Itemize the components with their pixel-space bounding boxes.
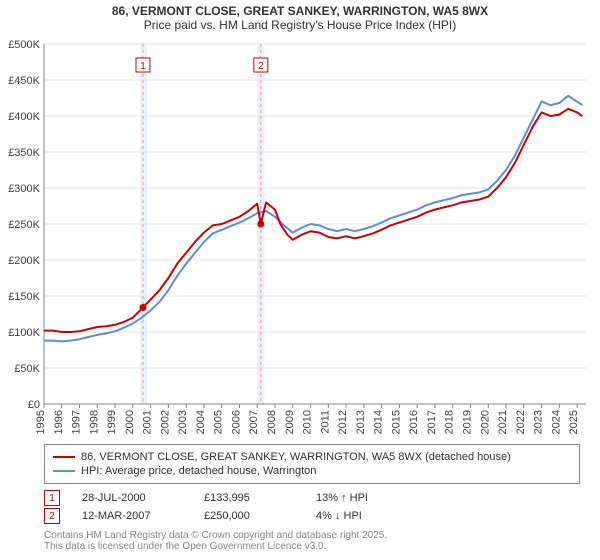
legend-item: 86, VERMONT CLOSE, GREAT SANKEY, WARRING…	[53, 451, 571, 463]
legend-swatch	[53, 456, 75, 458]
svg-text:2005: 2005	[213, 410, 225, 434]
svg-text:2015: 2015	[390, 410, 402, 434]
sales-table: 1 28-JUL-2000 £133,995 13% ↑ HPI 2 12-MAR-200…	[44, 490, 580, 524]
chart-svg: £0 £50K £100K £150K £200K £250K £300K £350K £400…	[0, 38, 600, 438]
legend-item: HPI: Average price, detached house, Warr…	[53, 465, 571, 477]
sale-row: 2 12-MAR-2007 £250,000 4% ↓ HPI	[44, 508, 580, 524]
svg-text:£400K: £400K	[8, 111, 40, 123]
svg-text:2021: 2021	[497, 410, 509, 434]
svg-text:£300K: £300K	[8, 183, 40, 195]
svg-text:2008: 2008	[266, 410, 278, 434]
footer-line1: Contains HM Land Registry data © Crown c…	[44, 530, 580, 541]
svg-text:2000: 2000	[124, 410, 136, 434]
sale-price: £133,995	[204, 492, 294, 504]
sale-marker-number: 2	[44, 508, 60, 524]
sale-date: 12-MAR-2007	[82, 510, 182, 522]
svg-text:2019: 2019	[461, 410, 473, 434]
legend-swatch	[53, 470, 75, 472]
svg-text:2013: 2013	[355, 410, 367, 434]
sale-marker-number: 1	[44, 490, 60, 506]
svg-text:2016: 2016	[408, 410, 420, 434]
svg-text:2014: 2014	[373, 410, 385, 434]
sale-delta: 13% ↑ HPI	[316, 492, 368, 504]
legend-label: HPI: Average price, detached house, Warr…	[81, 465, 316, 477]
chart-title-address: 86, VERMONT CLOSE, GREAT SANKEY, WARRING…	[10, 4, 590, 18]
svg-text:2002: 2002	[159, 410, 171, 434]
svg-text:£100K: £100K	[8, 327, 40, 339]
svg-text:2022: 2022	[515, 410, 527, 434]
svg-text:1995: 1995	[35, 410, 47, 434]
svg-text:2003: 2003	[177, 410, 189, 434]
svg-text:2007: 2007	[248, 410, 260, 434]
svg-text:£350K: £350K	[8, 147, 40, 159]
svg-text:£200K: £200K	[8, 255, 40, 267]
chart-title-subtitle: Price paid vs. HM Land Registry's House …	[10, 18, 590, 32]
svg-text:1998: 1998	[88, 410, 100, 434]
svg-text:1: 1	[140, 61, 146, 72]
svg-text:2023: 2023	[533, 410, 545, 434]
svg-text:1999: 1999	[106, 410, 118, 434]
svg-text:£150K: £150K	[8, 291, 40, 303]
svg-text:2006: 2006	[230, 410, 242, 434]
sale-date: 28-JUL-2000	[82, 492, 182, 504]
svg-text:2004: 2004	[195, 410, 207, 434]
svg-text:2017: 2017	[426, 410, 438, 434]
svg-text:£250K: £250K	[8, 219, 40, 231]
legend-label: 86, VERMONT CLOSE, GREAT SANKEY, WARRING…	[81, 451, 511, 463]
sale-price: £250,000	[204, 510, 294, 522]
sale-row: 1 28-JUL-2000 £133,995 13% ↑ HPI	[44, 490, 580, 506]
sale-delta: 4% ↓ HPI	[316, 510, 362, 522]
svg-text:2024: 2024	[550, 410, 562, 434]
svg-text:2001: 2001	[142, 410, 154, 434]
svg-text:2020: 2020	[479, 410, 491, 434]
svg-text:1997: 1997	[71, 410, 83, 434]
svg-text:2012: 2012	[337, 410, 349, 434]
svg-text:2: 2	[258, 61, 264, 72]
footer-line2: This data is licensed under the Open Gov…	[44, 541, 580, 552]
svg-text:2011: 2011	[319, 410, 331, 434]
svg-text:1996: 1996	[53, 410, 65, 434]
chart-area: £0 £50K £100K £150K £200K £250K £300K £350K £400…	[0, 38, 600, 438]
legend: 86, VERMONT CLOSE, GREAT SANKEY, WARRING…	[44, 444, 580, 484]
footer-attribution: Contains HM Land Registry data © Crown c…	[44, 530, 580, 552]
svg-text:£450K: £450K	[8, 75, 40, 87]
svg-text:2010: 2010	[302, 410, 314, 434]
svg-text:2009: 2009	[284, 410, 296, 434]
svg-text:2018: 2018	[444, 410, 456, 434]
svg-text:£500K: £500K	[8, 39, 40, 51]
svg-text:£50K: £50K	[14, 363, 40, 375]
svg-text:2025: 2025	[568, 410, 580, 434]
svg-text:£0: £0	[28, 399, 40, 411]
chart-title-block: 86, VERMONT CLOSE, GREAT SANKEY, WARRING…	[0, 0, 600, 38]
